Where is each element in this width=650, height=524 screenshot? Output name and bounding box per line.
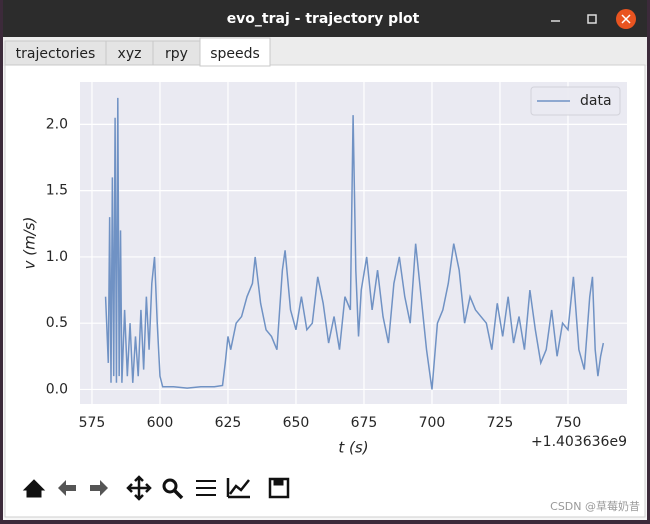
x-tick-label: 700 [419, 415, 446, 431]
subplots-button[interactable] [196, 480, 216, 496]
edit-axis-button[interactable] [226, 478, 250, 499]
x-tick-label: 625 [215, 415, 242, 431]
legend-label: data [580, 93, 612, 109]
zoom-handle [173, 489, 184, 500]
x-tick-label: 675 [351, 415, 378, 431]
y-tick-label: 2.0 [46, 116, 68, 132]
y-axis-label: v (m/s) [21, 217, 39, 270]
tab[interactable] [199, 37, 271, 67]
save-icon-part [273, 478, 284, 486]
legend: data [530, 86, 621, 116]
x-tick-label: 650 [283, 415, 310, 431]
window-title: evo_traj - trajectory plot [227, 11, 420, 27]
x-tick-label: 575 [79, 415, 106, 431]
y-tick-label: 0.0 [46, 381, 68, 397]
x-offset-label: +1.403636e9 [531, 434, 627, 450]
tab[interactable] [152, 40, 201, 66]
toolbar [22, 475, 290, 501]
close-icon [621, 14, 631, 24]
watermark: CSDN @草莓奶昔 [550, 499, 640, 513]
x-tick-label: 600 [147, 415, 174, 431]
title-bar [3, 0, 647, 37]
x-axis-label: t (s) [338, 439, 368, 457]
back-button[interactable] [58, 480, 76, 496]
x-tick-label: 725 [487, 415, 514, 431]
x-tick-label: 750 [555, 415, 582, 431]
data-line [104, 97, 605, 390]
legend-box [530, 86, 621, 116]
tab-label[interactable]: rpy [165, 46, 188, 62]
y-tick-label: 1.5 [46, 183, 68, 199]
tab-label[interactable]: xyz [118, 46, 142, 62]
zoom-button[interactable] [162, 478, 178, 494]
tab-label[interactable]: speeds [210, 46, 260, 62]
home-button[interactable] [22, 479, 46, 498]
y-tick-label: 1.0 [46, 249, 68, 265]
tab-label[interactable]: trajectories [16, 46, 96, 62]
y-tick-label: 0.5 [46, 315, 68, 331]
pan-button[interactable] [126, 475, 152, 501]
tab[interactable] [105, 40, 154, 66]
maximize-button[interactable] [587, 14, 597, 24]
forward-button[interactable] [90, 480, 108, 496]
